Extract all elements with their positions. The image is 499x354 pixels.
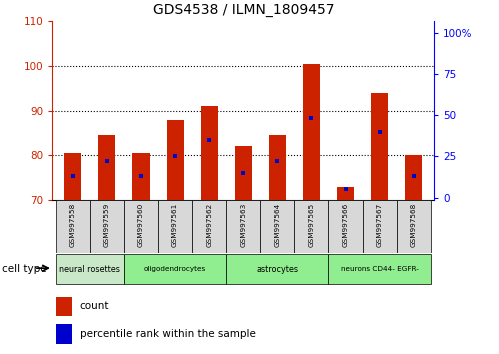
Bar: [226, 200, 260, 253]
Text: neurons CD44- EGFR-: neurons CD44- EGFR-: [341, 266, 419, 272]
Bar: [124, 200, 158, 253]
Bar: [158, 200, 192, 253]
Text: GSM997568: GSM997568: [411, 202, 417, 247]
Text: GSM997560: GSM997560: [138, 202, 144, 247]
Text: cell type: cell type: [2, 264, 47, 274]
Bar: [56, 254, 124, 284]
Bar: [260, 200, 294, 253]
Text: GSM997565: GSM997565: [308, 202, 314, 247]
Text: GSM997559: GSM997559: [104, 202, 110, 247]
Bar: [167, 120, 184, 200]
Text: GSM997563: GSM997563: [240, 202, 247, 247]
Bar: [124, 254, 226, 284]
Bar: [226, 254, 328, 284]
Text: GSM997562: GSM997562: [206, 202, 212, 247]
Text: neural rosettes: neural rosettes: [59, 264, 120, 274]
Bar: [371, 93, 388, 200]
Bar: [303, 64, 320, 200]
Bar: [235, 147, 252, 200]
Text: GSM997564: GSM997564: [274, 202, 280, 247]
Bar: [328, 200, 363, 253]
Bar: [269, 135, 286, 200]
Text: percentile rank within the sample: percentile rank within the sample: [80, 329, 255, 339]
Bar: [56, 324, 72, 344]
Bar: [201, 106, 218, 200]
Bar: [337, 187, 354, 200]
Bar: [98, 135, 115, 200]
Text: GSM997561: GSM997561: [172, 202, 178, 247]
Text: astrocytes: astrocytes: [256, 264, 298, 274]
Bar: [64, 153, 81, 200]
Bar: [405, 155, 422, 200]
Bar: [56, 200, 90, 253]
Text: GSM997567: GSM997567: [377, 202, 383, 247]
Bar: [397, 200, 431, 253]
Title: GDS4538 / ILMN_1809457: GDS4538 / ILMN_1809457: [153, 4, 334, 17]
Text: GSM997566: GSM997566: [342, 202, 348, 247]
Bar: [328, 254, 431, 284]
Bar: [363, 200, 397, 253]
Text: oligodendrocytes: oligodendrocytes: [144, 266, 206, 272]
Bar: [56, 297, 72, 316]
Bar: [90, 200, 124, 253]
Text: GSM997558: GSM997558: [70, 202, 76, 247]
Bar: [294, 200, 328, 253]
Bar: [192, 200, 226, 253]
Text: count: count: [80, 302, 109, 312]
Bar: [133, 153, 150, 200]
